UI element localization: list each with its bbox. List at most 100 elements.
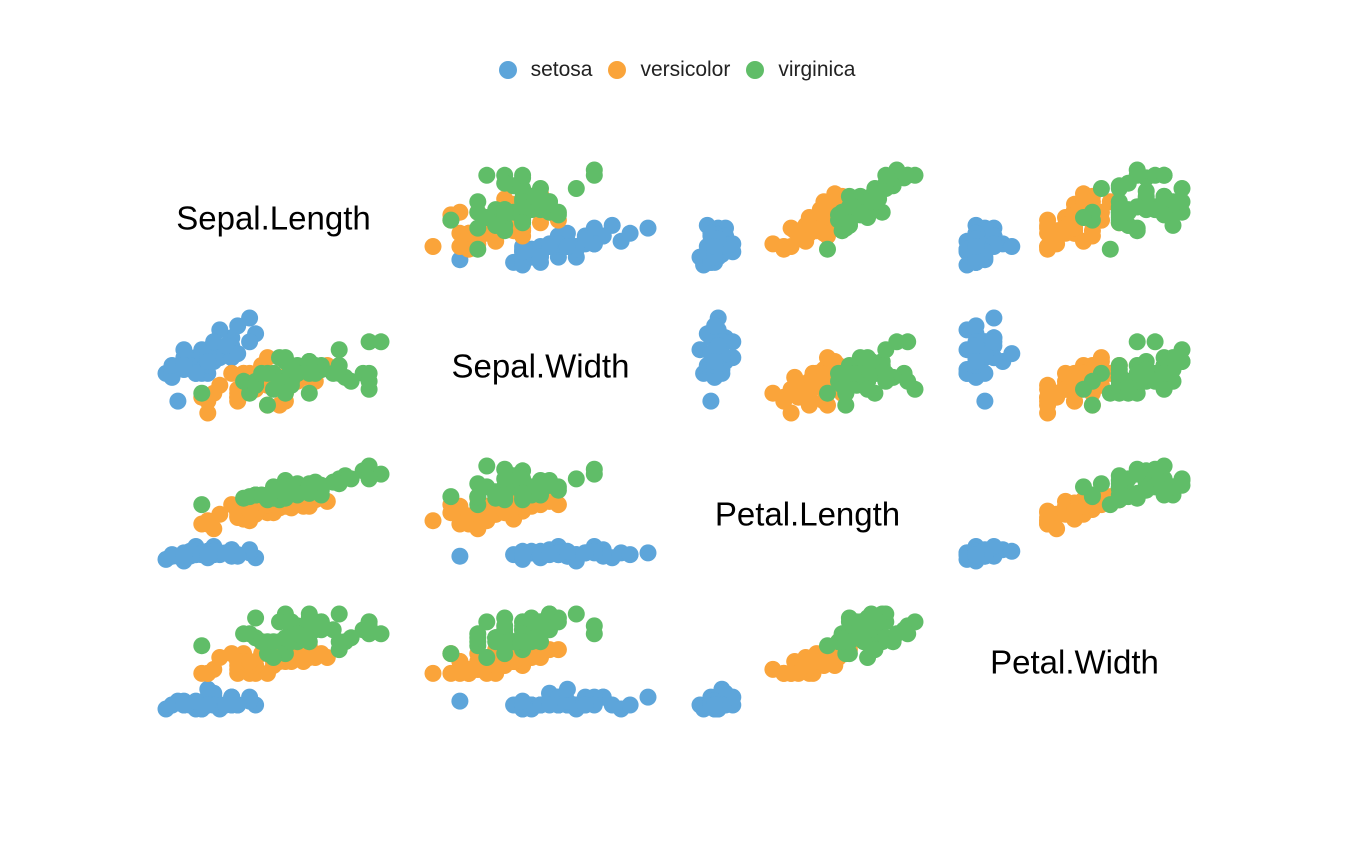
panel-petal-width-vs-petal-width: Petal.Width [990,644,1159,681]
panel-sepal-width-vs-sepal-width: Sepal.Width [452,348,630,385]
data-point-versicolor [1048,520,1066,538]
data-point-setosa [967,546,985,564]
panel-sepal-length-vs-petal-length [691,161,924,274]
data-point-virginica [442,488,460,506]
data-point-virginica [1128,161,1146,179]
data-point-virginica [585,161,603,179]
data-point-setosa [241,333,259,351]
data-point-versicolor [451,664,469,682]
data-point-versicolor [241,653,259,670]
data-point-virginica [862,193,880,211]
panel-sepal-width-vs-petal-length [691,309,924,422]
data-point-setosa [229,345,247,363]
data-point-virginica [259,396,276,414]
data-point-virginica [514,486,532,504]
data-point-virginica [1128,333,1146,351]
data-point-virginica [271,481,288,499]
data-point-virginica [1155,457,1173,475]
data-point-virginica [837,396,855,414]
data-point-virginica [469,488,487,506]
data-point-virginica [1128,484,1146,502]
data-point-versicolor [1083,227,1101,245]
variable-label: Sepal.Width [452,348,630,385]
data-point-virginica [859,649,877,666]
data-point-setosa [199,696,217,714]
legend-item-virginica: virginica [746,58,855,82]
panel-petal-length-vs-sepal-length [157,457,390,570]
data-point-virginica [1110,486,1128,504]
data-point-setosa [985,309,1003,327]
data-point-virginica [567,470,585,488]
data-point-setosa [169,392,187,410]
data-point-virginica [851,613,869,631]
data-point-virginica [288,364,306,382]
data-point-virginica [549,613,567,631]
data-point-setosa [976,392,994,410]
data-point-virginica [819,384,836,402]
data-point-versicolor [451,238,469,255]
data-point-setosa [639,544,657,562]
data-point-virginica [276,384,294,402]
data-point-virginica [330,641,348,659]
data-point-setosa [175,696,193,714]
data-point-virginica [899,372,917,390]
data-point-versicolor [205,384,223,402]
data-point-setosa [175,341,193,359]
data-point-setosa [163,357,181,374]
data-point-virginica [1173,180,1191,197]
data-point-versicolor [1066,502,1083,520]
data-point-virginica [496,174,514,192]
variable-label: Sepal.Length [176,200,371,237]
data-point-virginica [1128,364,1146,382]
data-point-virginica [1110,214,1128,232]
legend-swatch-virginica [746,61,765,79]
data-point-virginica [888,333,906,351]
data-point-virginica [549,481,567,499]
data-point-setosa [514,243,532,261]
panel-petal-length-vs-petal-width [958,457,1191,570]
data-point-virginica [1083,396,1101,414]
data-point-virginica [1155,481,1173,499]
data-point-virginica [487,486,505,504]
data-point-virginica [567,180,585,197]
data-point-setosa [541,696,558,714]
data-point-versicolor [804,653,822,670]
data-point-virginica [514,613,532,631]
panel-petal-width-vs-sepal-width [424,605,657,718]
data-point-virginica [888,625,906,643]
data-point-virginica [300,613,318,631]
data-point-virginica [478,613,496,631]
data-point-versicolor [205,660,223,678]
variable-label: Petal.Width [990,644,1159,681]
data-point-setosa [985,333,1003,351]
data-point-virginica [1110,364,1128,382]
data-point-virginica [851,349,869,367]
data-point-versicolor [451,515,469,533]
data-point-virginica [496,617,514,635]
data-point-versicolor [205,520,223,538]
data-point-setosa [576,230,594,248]
data-point-virginica [1155,349,1173,367]
data-point-virginica [360,470,378,488]
data-point-virginica [1092,475,1110,493]
data-point-virginica [514,633,532,651]
data-point-setosa [187,546,205,564]
data-point-setosa [229,317,247,335]
data-point-versicolor [259,349,276,367]
data-point-versicolor [300,645,318,663]
data-point-virginica [1092,180,1110,197]
data-point-setosa [541,238,558,255]
data-point-setosa [1003,238,1021,255]
data-point-virginica [1101,240,1119,258]
panel-sepal-width-vs-petal-width [958,309,1191,422]
legend: setosa versicolor virginica [0,50,1354,90]
data-point-virginica [496,645,514,663]
data-point-setosa [702,392,720,410]
data-point-virginica [253,364,271,382]
data-point-virginica [342,629,360,647]
data-point-virginica [1146,333,1164,351]
data-point-versicolor [804,372,822,390]
data-point-virginica [360,333,378,351]
panel-sepal-width-vs-sepal-length [157,309,390,422]
data-point-virginica [469,629,487,647]
